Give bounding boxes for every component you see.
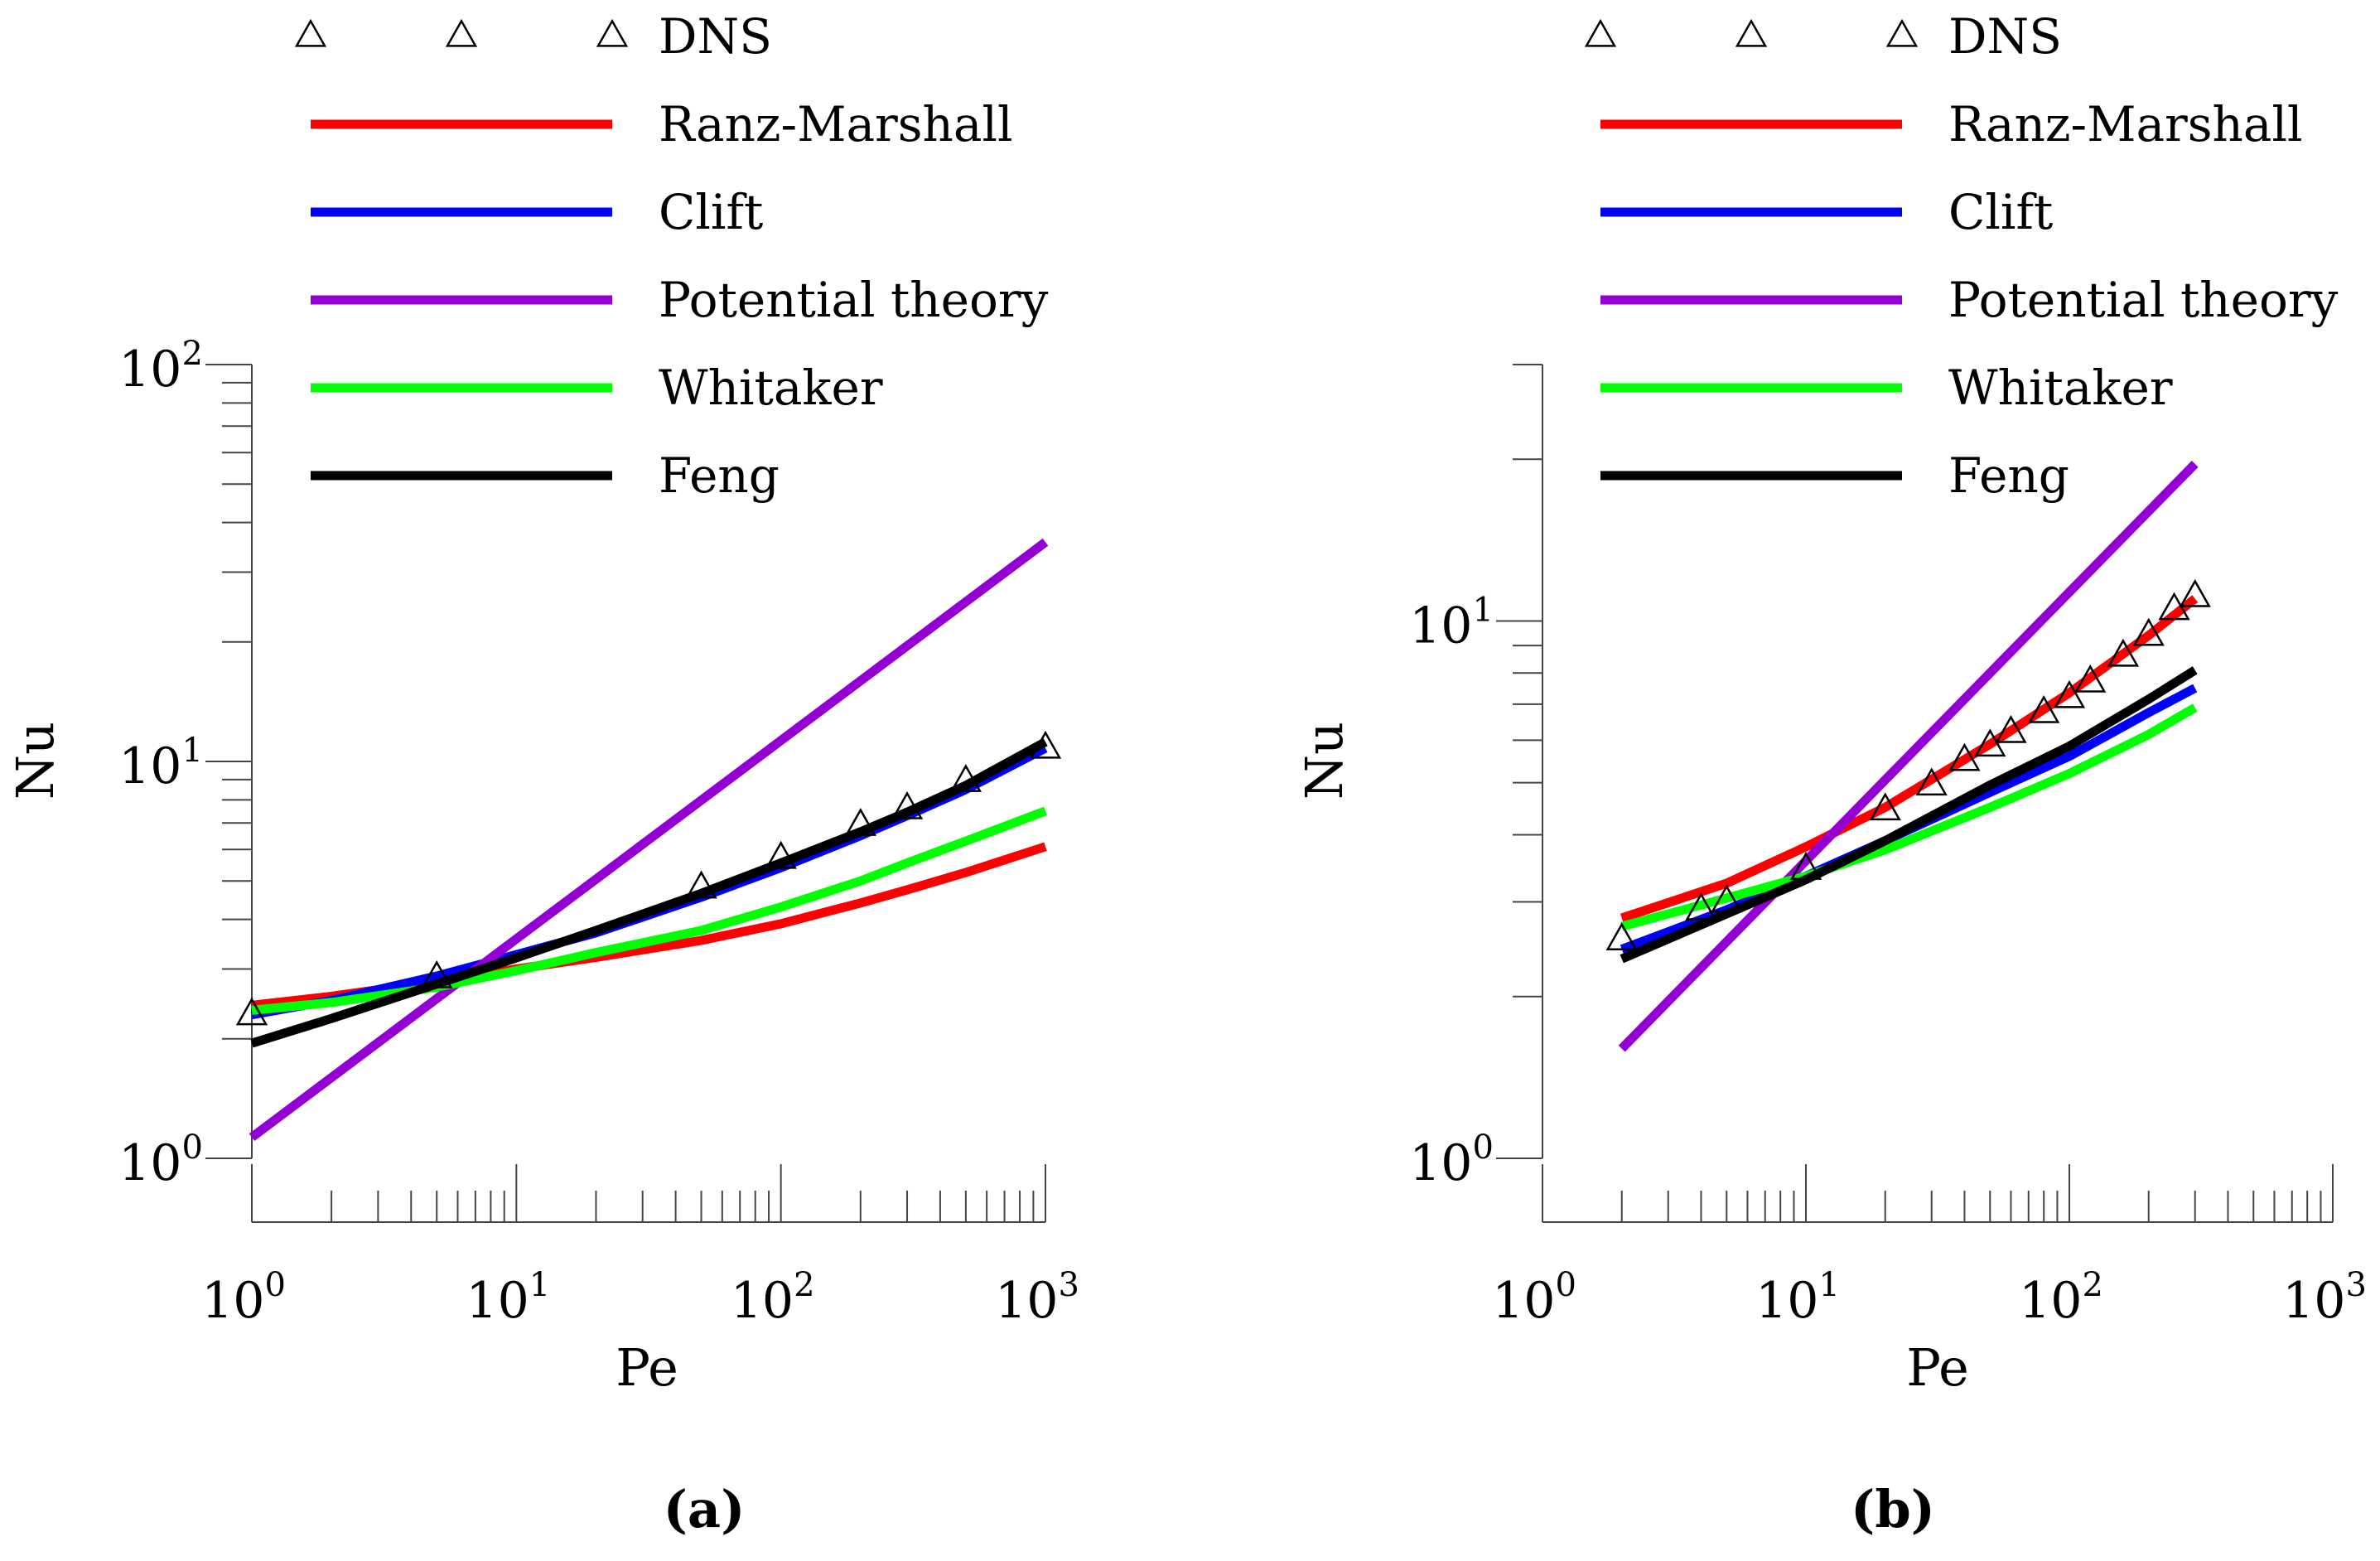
legend-label-ranz-marshall: Ranz-Marshall	[659, 96, 1013, 152]
x-tick-label: 103	[2282, 1266, 2367, 1330]
x-tick-labels-b: 100 101 102 103	[1492, 1266, 2367, 1330]
legend-label-whitaker: Whitaker	[1948, 360, 2173, 416]
y-tick-labels-a: 100 101 102	[118, 335, 203, 1192]
x-tick-labels-a: 100 101 102 103	[201, 1266, 1079, 1330]
panel-label-b: (b)	[1851, 1479, 1935, 1539]
y-tick-label: 101	[1409, 591, 1494, 655]
panel-label-a: (a)	[664, 1479, 746, 1539]
legend-label-clift: Clift	[659, 184, 763, 240]
x-axis-title-b: Pe	[1906, 1337, 1969, 1398]
dns-marker	[2179, 578, 2211, 607]
legend-a: DNS Ranz-Marshall Clift Potential theory Whi…	[294, 8, 1049, 504]
dns-marker	[765, 840, 797, 869]
series-line-ranz-marshall	[251, 842, 1047, 1010]
legend-dns-marker	[294, 18, 327, 47]
x-tick-label: 103	[995, 1266, 1079, 1330]
dns-marker	[1869, 792, 1901, 821]
legend-label-dns: DNS	[1948, 8, 2062, 65]
dns-marker	[1685, 892, 1717, 921]
legend-label-ranz-marshall: Ranz-Marshall	[1948, 96, 2303, 152]
legend-dns-marker	[445, 18, 478, 47]
legend-label-feng: Feng	[1948, 447, 2069, 504]
legend-dns-marker	[1885, 18, 1919, 47]
legend-label-clift: Clift	[1948, 184, 2053, 240]
panel-a: DNS Ranz-Marshall Clift Potential theory Whi…	[5, 8, 1079, 1539]
x-ticks-a	[251, 1164, 1046, 1222]
dns-marker	[891, 790, 924, 819]
x-ticks-b	[1542, 1164, 2334, 1222]
axes-b: 100 101 102 103 100 101	[1409, 364, 2367, 1330]
legend-dns-marker	[596, 18, 629, 47]
dns-marker	[949, 764, 982, 792]
dns-marker	[2107, 638, 2140, 667]
series-line-potential-theory	[249, 538, 1049, 1142]
y-tick-labels-b: 100 101	[1409, 591, 1494, 1192]
dns-marker	[421, 959, 453, 988]
x-tick-label: 101	[466, 1266, 550, 1330]
legend-label-potential-theory: Potential theory	[659, 272, 1049, 328]
dns-marker	[1789, 852, 1822, 880]
y-ticks-b	[1496, 364, 1542, 1159]
series-group-b	[1618, 461, 2199, 1052]
y-tick-label: 102	[118, 335, 203, 399]
x-tick-label: 101	[1755, 1266, 1840, 1330]
legend-label-dns: DNS	[659, 8, 772, 65]
dns-marker	[1948, 742, 1981, 771]
dns-marker	[685, 870, 717, 899]
x-axis-title-a: Pe	[616, 1337, 678, 1398]
series-line-feng	[250, 737, 1048, 1048]
x-tick-label: 102	[731, 1266, 815, 1330]
dns-marker	[1711, 884, 1743, 913]
legend-dns-marker	[1735, 18, 1768, 47]
dns-marker	[1915, 767, 1948, 796]
series-line-whitaker	[1620, 703, 2198, 931]
dns-marker	[2132, 617, 2165, 646]
series-group-a	[249, 538, 1049, 1142]
dns-markers-b	[1605, 578, 2211, 950]
y-axis-title-b: Nu	[1294, 722, 1354, 800]
y-ticks-a	[205, 364, 252, 1159]
dns-marker	[1995, 714, 2027, 743]
legend-b: DNS Ranz-Marshall Clift Potential theory Whi…	[1584, 8, 2339, 504]
dns-marker	[844, 808, 876, 836]
panel-b: DNS Ranz-Marshall Clift Potential theory Whi…	[1294, 8, 2367, 1539]
x-tick-label: 100	[201, 1266, 286, 1330]
legend-label-feng: Feng	[659, 447, 780, 504]
dns-marker	[1974, 728, 2006, 757]
dns-marker	[2028, 695, 2060, 723]
dns-marker	[235, 997, 268, 1026]
dns-marker	[1029, 730, 1062, 759]
x-tick-label: 102	[2019, 1266, 2103, 1330]
dns-markers-a	[235, 730, 1062, 1026]
y-tick-label: 100	[1409, 1128, 1494, 1192]
y-tick-label: 101	[118, 732, 203, 795]
y-tick-label: 100	[118, 1128, 203, 1192]
axes-a: 100 101 102 103 100 101 102	[118, 335, 1079, 1330]
legend-dns-marker	[1584, 18, 1617, 47]
dns-marker	[2053, 679, 2086, 708]
x-tick-label: 100	[1492, 1266, 1576, 1330]
legend-label-potential-theory: Potential theory	[1948, 272, 2339, 328]
legend-label-whitaker: Whitaker	[659, 360, 883, 416]
dns-marker	[1605, 922, 1638, 950]
y-axis-title-a: Nu	[5, 722, 65, 800]
series-line-potential-theory	[1618, 461, 2199, 1052]
dns-marker	[2074, 664, 2107, 693]
